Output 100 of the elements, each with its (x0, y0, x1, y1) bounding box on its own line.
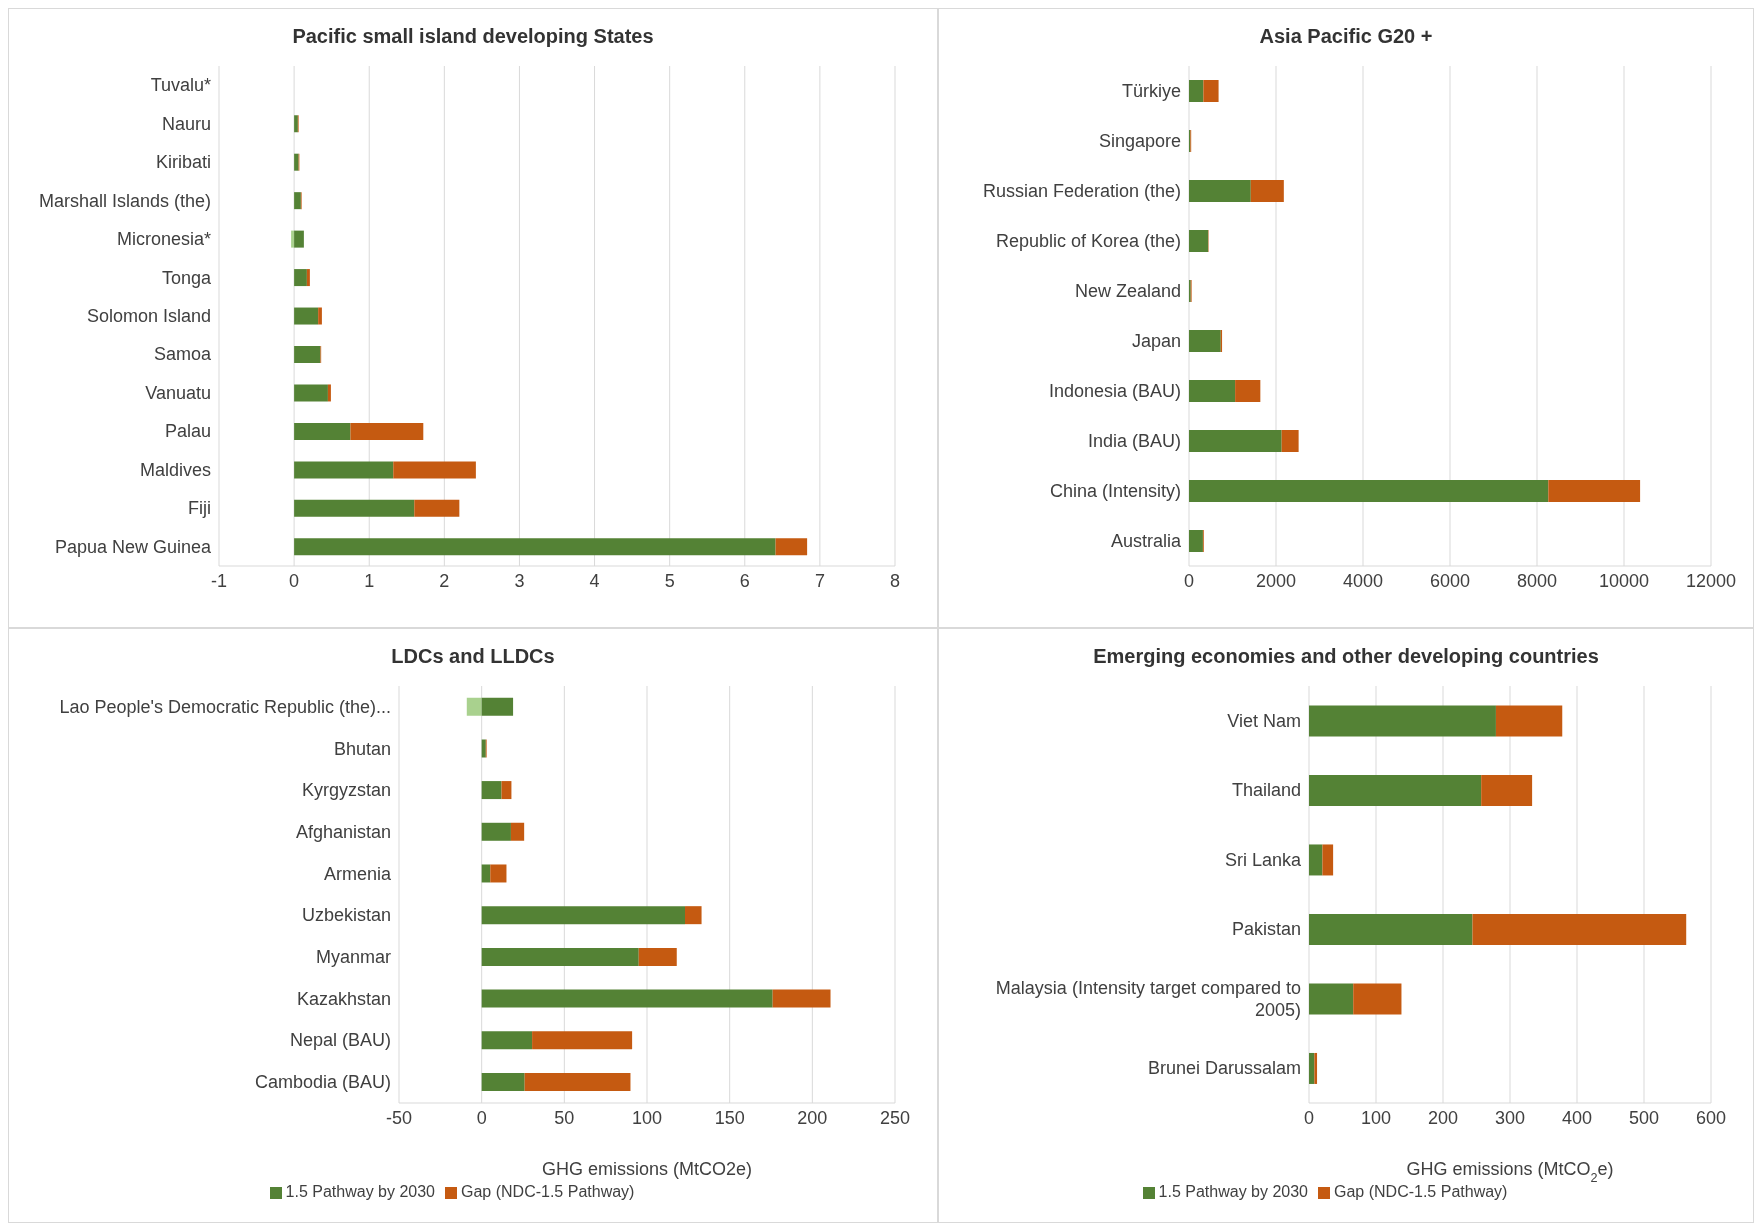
bar (1189, 430, 1282, 452)
bar (294, 192, 301, 210)
y-tick-label: Afghanistan (295, 821, 391, 842)
y-tick-label: Nauru (161, 113, 211, 134)
bar (481, 1072, 525, 1091)
bar (294, 346, 321, 363)
y-tick-label: Japan (1131, 331, 1181, 351)
y-tick-label: Myanmar (315, 947, 391, 968)
y-tick-label: Republic of Korea (the) (995, 231, 1181, 251)
bar (294, 269, 307, 287)
x-tick-label: 300 (1494, 1107, 1526, 1128)
bar (1189, 530, 1203, 552)
bar (1203, 80, 1219, 102)
bar (294, 153, 299, 171)
bar (1309, 983, 1354, 1015)
x-tick-label: 400 (1561, 1107, 1593, 1128)
y-tick-label: Nepal (BAU) (289, 1030, 391, 1051)
y-tick-label: India (BAU) (1087, 431, 1181, 451)
x-tick-label: 4 (589, 570, 600, 591)
legend-label: Gap (NDC-1.5 Pathway) (1334, 1183, 1508, 1200)
y-tick-label: Indonesia (BAU) (1048, 381, 1181, 401)
x-tick-label: 8000 (1516, 570, 1558, 591)
y-tick-label: Russian Federation (the) (982, 181, 1181, 201)
y-tick-label: Bhutan (333, 738, 391, 759)
bar (481, 739, 486, 758)
y-tick-label: Solomon Island (86, 306, 211, 326)
bar (294, 230, 304, 248)
y-tick-label: Papua New Guinea (54, 536, 212, 557)
bar (466, 697, 482, 716)
bar (327, 384, 331, 402)
bar (294, 461, 394, 479)
x-tick-label: 200 (1427, 1107, 1459, 1128)
x-tick-label: 250 (879, 1107, 911, 1128)
y-tick-label: Singapore (1098, 131, 1181, 151)
bar (291, 230, 295, 248)
y-tick-label: Armenia (323, 863, 392, 884)
bar (318, 307, 322, 325)
x-axis-title: GHG emissions (MtCO2e) (541, 1159, 753, 1179)
y-tick-label: Kazakhstan (296, 988, 391, 1009)
x-tick-label: 8 (889, 570, 901, 591)
x-tick-label: 0 (476, 1107, 487, 1128)
bar (1309, 844, 1323, 876)
y-tick-label: Micronesia* (116, 229, 211, 250)
bar (775, 538, 808, 556)
x-tick-label: 6 (739, 570, 750, 591)
x-tick-label: 0 (289, 570, 300, 591)
chart-title: Pacific small island developing States (291, 24, 655, 49)
x-tick-label: -1 (210, 570, 228, 591)
bar (1189, 480, 1549, 502)
bar (294, 422, 351, 440)
bar (524, 1072, 631, 1091)
bar (1314, 1052, 1318, 1084)
bar (638, 947, 677, 966)
y-tick-label: Palau (164, 421, 211, 442)
bar (1548, 480, 1641, 502)
y-tick-label: Thailand (1231, 780, 1301, 801)
y-tick-label: Kyrgyzstan (301, 780, 391, 801)
bar (294, 307, 319, 325)
x-tick-label: 4000 (1342, 570, 1384, 591)
bar (481, 822, 511, 841)
bar (481, 989, 773, 1008)
x-tick-label: 50 (554, 1107, 575, 1128)
chart-title: Emerging economies and other developing countries (1092, 644, 1600, 669)
bar (1309, 913, 1473, 945)
bar (1309, 774, 1482, 806)
legend-label: 1.5 Pathway by 2030 (285, 1183, 436, 1200)
bar (1189, 230, 1209, 252)
bar (481, 947, 639, 966)
bar (1189, 330, 1221, 352)
x-tick-label: 7 (814, 570, 825, 591)
x-tick-label: 12000 (1685, 570, 1737, 591)
x-axis-title: GHG emissions (MtCO$_{2}$e) (1406, 1159, 1614, 1185)
bar (1281, 430, 1299, 452)
bar (481, 1031, 533, 1050)
bar (306, 269, 310, 287)
x-tick-label: 2 (439, 570, 450, 591)
x-tick-label: 6000 (1429, 570, 1471, 591)
bar (294, 384, 328, 402)
bar (481, 781, 502, 800)
x-tick-label: 200 (797, 1107, 828, 1128)
bar (393, 461, 476, 479)
y-tick-label: Cambodia (BAU) (254, 1072, 391, 1093)
y-tick-label: Pakistan (1231, 919, 1301, 940)
y-tick-label: Tuvalu* (150, 75, 211, 96)
legend-label: Gap (NDC-1.5 Pathway) (461, 1183, 635, 1200)
y-tick-label: China (Intensity) (1049, 481, 1181, 501)
bar (1250, 180, 1284, 202)
chart-title: Asia Pacific G20 + (1258, 24, 1434, 49)
x-tick-label: 0 (1183, 570, 1195, 591)
bar (481, 864, 491, 883)
y-tick-label: Lao People's Democratic Republic (the)... (59, 696, 391, 717)
y-tick-label: Marshall Islands (the) (38, 190, 211, 211)
y-tick-label: Viet Nam (1227, 710, 1301, 731)
bar (294, 499, 415, 517)
bar (1353, 983, 1402, 1015)
bar (1235, 380, 1261, 402)
x-tick-label: 600 (1695, 1107, 1727, 1128)
x-tick-label: 3 (514, 570, 525, 591)
bar (481, 906, 686, 925)
y-tick-label: Uzbekistan (301, 905, 391, 926)
